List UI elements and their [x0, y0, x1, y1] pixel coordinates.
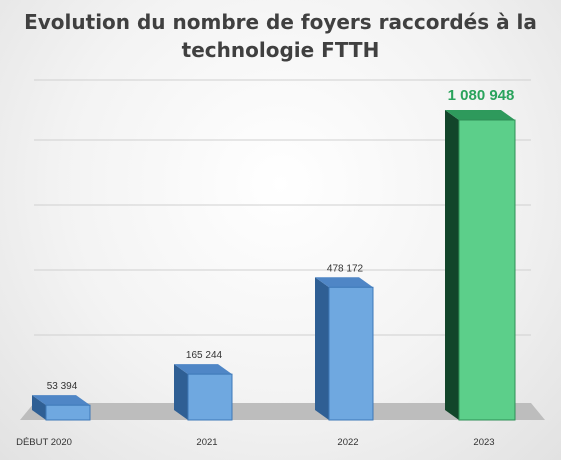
data-label: 1 080 948 — [448, 87, 515, 104]
bar-top — [174, 364, 232, 375]
bar-front — [45, 404, 91, 421]
bar-4 — [445, 110, 516, 421]
data-labels: 53 394 165 244 478 172 1 080 948 — [47, 87, 515, 392]
data-label: 165 244 — [186, 350, 223, 361]
x-tick-label: DÉBUT 2020 — [16, 437, 72, 448]
chart-title: Evolution du nombre de foyers raccordés … — [0, 8, 561, 64]
x-tick-label: 2023 — [473, 437, 494, 448]
bar-front — [458, 119, 516, 421]
chart-title-line1: Evolution du nombre de foyers raccordés … — [24, 10, 537, 34]
bar-top — [445, 110, 515, 120]
chart-title-line2: technologie FTTH — [181, 38, 380, 62]
bar-3 — [315, 277, 374, 421]
bar-side — [32, 395, 46, 420]
bars — [32, 110, 516, 421]
bar-side — [315, 277, 329, 420]
data-label: 53 394 — [47, 381, 78, 392]
bar-2 — [174, 364, 233, 421]
bar-front — [187, 373, 233, 421]
x-axis-ticks: DÉBUT 2020 2021 2022 2023 — [16, 437, 494, 448]
bar-top — [32, 395, 90, 406]
bar-side — [174, 364, 188, 420]
bar-side — [445, 110, 459, 420]
bar-1 — [32, 395, 91, 421]
bar-top — [315, 277, 373, 288]
x-tick-label: 2021 — [196, 437, 217, 448]
bar-front — [328, 286, 374, 421]
data-label: 478 172 — [327, 263, 364, 274]
chart-floor — [20, 403, 545, 420]
x-tick-label: 2022 — [337, 437, 358, 448]
